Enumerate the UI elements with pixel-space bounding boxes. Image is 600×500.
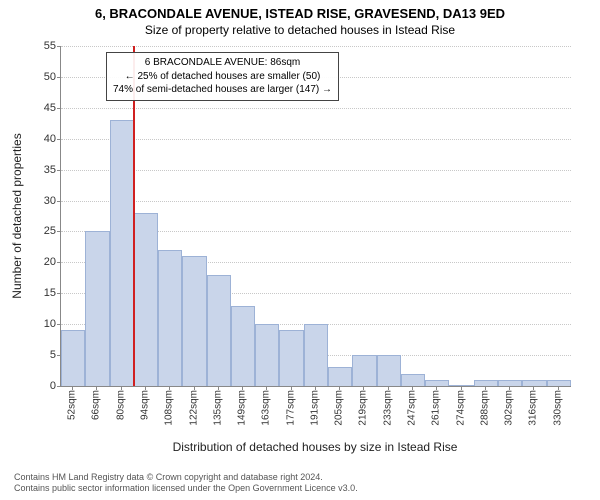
x-tick-label: 191sqm [309,390,320,426]
gridline [61,170,571,171]
y-tick-label: 55 [26,40,56,52]
y-tick-mark [57,262,61,263]
footer-line-2: Contains public sector information licen… [14,483,358,494]
x-tick-label: 233sqm [382,390,393,426]
y-tick-label: 5 [26,349,56,361]
y-tick-mark [57,201,61,202]
histogram-bar [207,275,231,386]
x-tick-label: 108sqm [164,390,175,426]
y-tick-label: 40 [26,133,56,145]
y-tick-mark [57,324,61,325]
x-tick-label: 149sqm [237,390,248,426]
title-line-1: 6, BRACONDALE AVENUE, ISTEAD RISE, GRAVE… [0,0,600,21]
y-tick-mark [57,139,61,140]
histogram-bar [352,355,376,386]
histogram-bar [377,355,401,386]
histogram-bar [158,250,182,386]
y-tick-label: 45 [26,102,56,114]
y-tick-mark [57,46,61,47]
x-tick-label: 122sqm [188,390,199,426]
x-tick-label: 330sqm [552,390,563,426]
x-tick-label: 302sqm [504,390,515,426]
footer: Contains HM Land Registry data © Crown c… [14,472,358,495]
y-tick-mark [57,77,61,78]
y-tick-label: 30 [26,195,56,207]
histogram-bar [61,330,85,386]
histogram-bar [279,330,303,386]
chart-area: 6 BRACONDALE AVENUE: 86sqm ← 25% of deta… [60,46,570,386]
histogram-bar [182,256,206,386]
chart-container: 6, BRACONDALE AVENUE, ISTEAD RISE, GRAVE… [0,0,600,500]
histogram-bar [401,374,425,386]
x-tick-label: 80sqm [115,390,126,420]
histogram-bar [134,213,158,386]
x-tick-label: 52sqm [67,390,78,420]
x-tick-label: 316sqm [528,390,539,426]
x-axis-label: Distribution of detached houses by size … [60,440,570,454]
title-line-2: Size of property relative to detached ho… [0,21,600,37]
x-tick-label: 288sqm [479,390,490,426]
x-tick-label: 94sqm [139,390,150,420]
gridline [61,139,571,140]
x-tick-label: 163sqm [261,390,272,426]
y-tick-label: 35 [26,164,56,176]
histogram-bar [85,231,109,386]
y-axis-label: Number of detached properties [10,133,24,298]
info-box-line-1: 6 BRACONDALE AVENUE: 86sqm [113,56,332,70]
x-tick-label: 219sqm [358,390,369,426]
x-tick-label: 274sqm [455,390,466,426]
info-box: 6 BRACONDALE AVENUE: 86sqm ← 25% of deta… [106,52,339,101]
histogram-bar [304,324,328,386]
info-box-line-2: ← 25% of detached houses are smaller (50… [113,70,332,84]
y-tick-mark [57,108,61,109]
gridline [61,46,571,47]
y-tick-label: 0 [26,380,56,392]
histogram-bar [547,380,571,386]
histogram-bar [449,385,473,386]
x-tick-label: 66sqm [91,390,102,420]
histogram-bar [110,120,134,386]
y-tick-mark [57,231,61,232]
x-tick-label: 247sqm [407,390,418,426]
info-box-line-3: 74% of semi-detached houses are larger (… [113,83,332,97]
y-tick-label: 15 [26,287,56,299]
x-tick-label: 177sqm [285,390,296,426]
histogram-bar [231,306,255,386]
gridline [61,108,571,109]
y-tick-mark [57,386,61,387]
x-tick-label: 205sqm [334,390,345,426]
y-tick-label: 10 [26,318,56,330]
y-tick-label: 50 [26,71,56,83]
x-tick-label: 135sqm [212,390,223,426]
y-tick-label: 25 [26,225,56,237]
y-tick-mark [57,293,61,294]
x-tick-label: 261sqm [431,390,442,426]
footer-line-1: Contains HM Land Registry data © Crown c… [14,472,358,483]
gridline [61,201,571,202]
histogram-bar [255,324,279,386]
y-tick-mark [57,170,61,171]
y-tick-label: 20 [26,256,56,268]
histogram-bar [328,367,352,386]
